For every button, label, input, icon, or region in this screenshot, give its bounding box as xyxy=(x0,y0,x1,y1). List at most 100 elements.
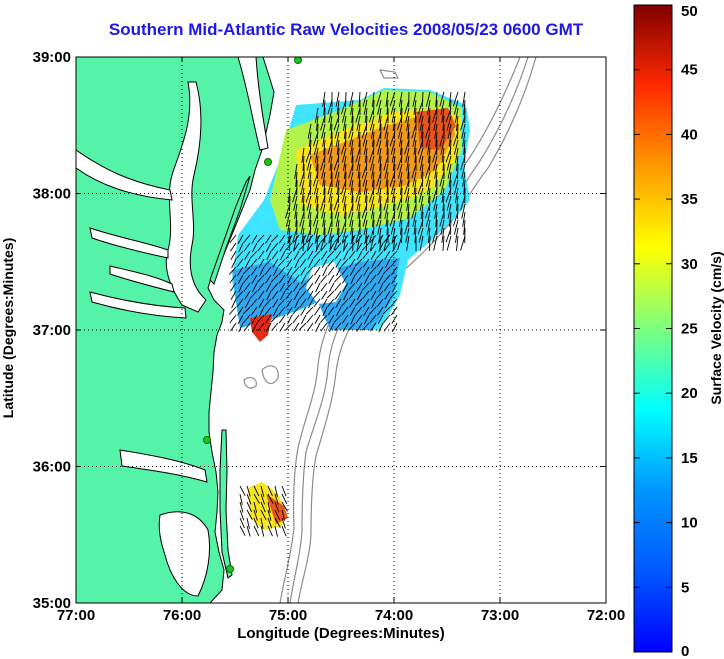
velocity-arrow xyxy=(355,187,361,203)
velocity-arrow xyxy=(462,91,466,107)
velocity-arrow xyxy=(432,147,438,163)
velocity-arrow xyxy=(377,274,384,284)
colorbar-label: Surface Velocity (cm/s) xyxy=(708,251,724,405)
y-axis: 39:00 38:00 37:00 36:00 35:00 xyxy=(33,49,606,612)
velocity-arrow xyxy=(294,258,300,269)
velocity-arrow xyxy=(384,163,389,179)
velocity-arrow xyxy=(308,258,314,269)
delaware-bay xyxy=(237,57,269,151)
velocity-arrow xyxy=(299,290,307,299)
velocity-arrow xyxy=(455,235,459,251)
velocity-arrow xyxy=(340,258,349,267)
velocity-arrow xyxy=(349,91,354,107)
velocity-arrow xyxy=(272,266,279,277)
velocity-arrow xyxy=(349,298,356,308)
velocity-arrow xyxy=(393,123,396,140)
velocity-arrow xyxy=(330,203,333,219)
velocity-arrow xyxy=(425,211,431,227)
velocity-arrow xyxy=(258,290,265,300)
velocity-arrow xyxy=(357,123,361,139)
radar-station-marker xyxy=(264,158,272,166)
velocity-arrow xyxy=(265,322,272,332)
velocity-arrow xyxy=(383,242,391,252)
velocity-arrow xyxy=(342,274,349,284)
velocity-arrow xyxy=(384,250,391,260)
velocity-arrow xyxy=(417,179,424,195)
velocity-arrow xyxy=(377,314,384,324)
velocity-arrow xyxy=(334,203,340,219)
velocity-arrow xyxy=(379,115,382,131)
velocity-arrow xyxy=(299,171,305,187)
velocity-arrow xyxy=(449,219,452,236)
velocity-arrow xyxy=(278,274,286,284)
velocity-arrow xyxy=(266,290,272,301)
velocity-arrow xyxy=(414,227,417,243)
velocity-arrow xyxy=(439,171,445,187)
velocity-arrow xyxy=(446,115,452,131)
velocity-arrow xyxy=(237,266,244,276)
velocity-arrow xyxy=(383,234,391,243)
velocity-arrow xyxy=(315,155,319,171)
velocity-arrow xyxy=(426,139,431,155)
velocity-arrow xyxy=(250,258,258,268)
velocity-arrow xyxy=(307,250,314,260)
velocity-arrow xyxy=(292,187,298,203)
velocity-arrow xyxy=(349,306,356,316)
river-york xyxy=(109,265,175,293)
velocity-arrow xyxy=(432,227,438,243)
velocity-arrow xyxy=(383,115,389,131)
velocity-arrow xyxy=(336,179,340,195)
velocity-arrow xyxy=(342,234,349,244)
velocity-arrow xyxy=(246,517,250,529)
velocity-arrow xyxy=(306,274,314,284)
velocity-arrow xyxy=(320,155,326,171)
velocity-arrow xyxy=(239,501,244,513)
velocity-arrow xyxy=(321,250,328,260)
velocity-arrow xyxy=(343,250,349,261)
velocity-arrow xyxy=(406,115,410,131)
velocity-arrow xyxy=(238,242,244,253)
velocity-arrow xyxy=(404,99,410,115)
velocity-arrow xyxy=(376,171,382,187)
velocity-arrow xyxy=(308,298,314,309)
velocity-arrow xyxy=(349,131,354,147)
velocity-arrow xyxy=(441,187,445,203)
velocity-arrow xyxy=(442,115,445,131)
velocity-arrow xyxy=(418,187,424,203)
velocity-arrow xyxy=(373,99,375,116)
velocity-arrow xyxy=(379,195,382,211)
velocity-arrow xyxy=(370,163,375,179)
velocity-arrow xyxy=(334,250,342,260)
velocity-arrow xyxy=(386,179,389,195)
velocity-arrow xyxy=(328,234,335,244)
velocity-arrow xyxy=(462,131,466,147)
y-axis-label: Latitude (Degrees:Minutes) xyxy=(0,237,16,419)
velocity-arrow xyxy=(421,171,424,188)
velocity-arrow xyxy=(407,163,410,179)
y-tick-label: 35:00 xyxy=(33,595,71,612)
velocity-arrow xyxy=(396,235,403,251)
velocity-arrow xyxy=(448,91,452,107)
velocity-arrow xyxy=(361,203,368,219)
velocity-arrow xyxy=(336,139,340,155)
velocity-arrow xyxy=(243,282,251,292)
velocity-arrow xyxy=(462,171,466,187)
velocity-arrow xyxy=(334,123,340,139)
velocity-arrow xyxy=(454,107,459,123)
velocity-arrow xyxy=(383,195,389,211)
velocity-arrow xyxy=(383,322,391,332)
colorbar-tick-label: 45 xyxy=(681,62,698,79)
velocity-arrow xyxy=(454,147,459,163)
velocity-arrow xyxy=(292,274,300,284)
x-tick-label: 75:00 xyxy=(269,607,307,624)
velocity-arrow xyxy=(412,91,417,107)
velocity-arrow xyxy=(244,298,251,309)
velocity-arrow xyxy=(355,234,363,244)
velocity-arrow xyxy=(363,306,370,316)
velocity-arrow xyxy=(390,139,396,155)
velocity-arrow xyxy=(335,258,342,268)
velocity-arrow xyxy=(433,115,438,131)
velocity-arrow xyxy=(246,509,253,520)
velocity-arrow xyxy=(355,227,361,243)
velocity-arrow xyxy=(440,179,445,195)
